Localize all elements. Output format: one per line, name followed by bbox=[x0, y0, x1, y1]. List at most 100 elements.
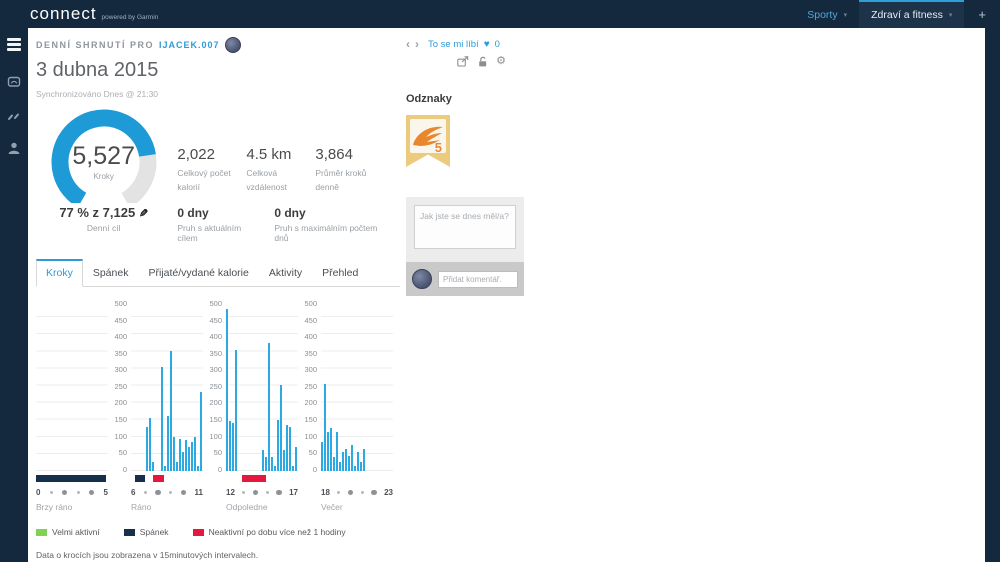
chart-panel-2: 500 450 400 350 300 250 200 150 100 50 0 12 17 Odpole… bbox=[207, 300, 298, 512]
hour-start-label: 0 bbox=[36, 488, 41, 498]
profile-icon bbox=[8, 142, 20, 154]
comment-input[interactable] bbox=[438, 270, 518, 288]
y-tick-label: 400 bbox=[304, 332, 317, 342]
hour-dot bbox=[143, 491, 147, 495]
bar bbox=[363, 449, 365, 472]
hour-axis: 6 11 bbox=[131, 488, 203, 497]
bar bbox=[164, 466, 166, 472]
steps-chart: 0 5 Brzy ráno 500 450 400 350 300 250 200 150 100 50… bbox=[36, 300, 400, 512]
stat-label: Celková vzdálenost bbox=[246, 168, 288, 192]
goal-progress: 77 % z 7,125 ✎ bbox=[36, 205, 171, 220]
share-button[interactable] bbox=[457, 56, 469, 67]
y-tick-label: 50 bbox=[213, 448, 222, 458]
tab-3[interactable]: Aktivity bbox=[268, 267, 303, 280]
bar bbox=[295, 447, 297, 472]
chart-panel-0: 0 5 Brzy ráno bbox=[36, 300, 108, 512]
hour-dot bbox=[276, 489, 282, 496]
bar bbox=[286, 425, 288, 472]
y-tick-label: 100 bbox=[209, 431, 222, 441]
bar bbox=[277, 420, 279, 472]
comment-box bbox=[406, 262, 524, 296]
y-tick-label: 450 bbox=[209, 315, 222, 325]
hour-start-label: 6 bbox=[131, 488, 136, 498]
devices-icon bbox=[7, 76, 21, 87]
devices-button[interactable] bbox=[7, 75, 21, 93]
bar bbox=[173, 437, 175, 472]
tab-2[interactable]: Přijaté/vydané kalorie bbox=[148, 267, 249, 280]
sleep-band bbox=[36, 475, 106, 483]
y-tick-label: 50 bbox=[308, 448, 317, 458]
hour-dot bbox=[180, 489, 187, 496]
status-input[interactable] bbox=[414, 205, 516, 249]
hour-end-label: 11 bbox=[194, 488, 203, 498]
add-tab-button[interactable]: + bbox=[964, 0, 1000, 28]
tab-4[interactable]: Přehled bbox=[322, 267, 359, 280]
hour-end-label: 17 bbox=[289, 488, 298, 498]
y-tick-label: 150 bbox=[209, 415, 222, 425]
y-tick-label: 50 bbox=[118, 448, 127, 458]
bar bbox=[348, 456, 350, 472]
hour-start-label: 18 bbox=[321, 488, 330, 498]
bar bbox=[324, 384, 326, 472]
nav-tab-label: Zdraví a fitness bbox=[871, 9, 943, 21]
connections-button[interactable] bbox=[7, 109, 21, 127]
panel-caption: Večer bbox=[321, 502, 343, 513]
logo-text: connect bbox=[30, 4, 97, 23]
nav-tab-1[interactable]: Zdraví a fitness ▾ bbox=[859, 0, 965, 28]
bar bbox=[182, 452, 184, 472]
bar bbox=[149, 418, 151, 472]
like-button[interactable]: To se mi líbí bbox=[428, 38, 479, 50]
privacy-button[interactable] bbox=[477, 56, 488, 67]
comment-avatar bbox=[412, 269, 432, 289]
username-link[interactable]: IJACEK.007 bbox=[159, 40, 220, 50]
settings-button[interactable]: ⚙ bbox=[496, 56, 506, 67]
y-tick-label: 500 bbox=[209, 299, 222, 309]
bar bbox=[327, 432, 329, 472]
plus-icon: + bbox=[978, 6, 986, 22]
bar bbox=[179, 439, 181, 472]
bar bbox=[176, 462, 178, 472]
hour-dot bbox=[252, 489, 259, 496]
y-axis-labels: 500 450 400 350 300 250 200 150 100 50 0 bbox=[112, 300, 127, 473]
prev-day-button[interactable]: ‹ bbox=[406, 37, 410, 51]
chart-legend: Velmi aktivní Spánek Neaktivní po dobu víc… bbox=[36, 527, 400, 537]
y-tick-label: 0 bbox=[312, 464, 317, 474]
logo-subtext: powered by Garmin bbox=[101, 14, 159, 21]
heart-icon[interactable]: ♥ bbox=[483, 38, 490, 50]
bar bbox=[289, 427, 291, 472]
bar bbox=[336, 432, 338, 472]
chevron-down-icon: ▾ bbox=[948, 12, 953, 19]
y-tick-label: 200 bbox=[209, 398, 222, 408]
bar bbox=[268, 343, 270, 472]
panel-plot bbox=[131, 300, 203, 472]
edit-goal-icon[interactable]: ✎ bbox=[138, 208, 149, 220]
share-icon bbox=[457, 56, 469, 67]
tab-1[interactable]: Spánek bbox=[92, 267, 129, 280]
hour-dot bbox=[360, 491, 364, 495]
y-tick-label: 200 bbox=[114, 398, 127, 408]
profile-button[interactable] bbox=[7, 141, 21, 160]
badge-ribbon[interactable]: 5 bbox=[406, 115, 450, 167]
bar bbox=[146, 427, 148, 472]
tab-0[interactable]: Kroky bbox=[36, 259, 83, 288]
bar bbox=[271, 457, 273, 472]
y-tick-label: 250 bbox=[209, 381, 222, 391]
panel-body: 0 5 Brzy ráno bbox=[36, 300, 108, 512]
menu-button[interactable] bbox=[7, 38, 21, 51]
y-tick-label: 100 bbox=[114, 431, 127, 441]
bar bbox=[333, 457, 335, 472]
activity-bands bbox=[36, 475, 108, 483]
y-tick-label: 250 bbox=[304, 381, 317, 391]
y-tick-label: 300 bbox=[209, 365, 222, 375]
nav-tab-0[interactable]: Sporty ▾ bbox=[795, 0, 859, 28]
wing-icon bbox=[413, 126, 443, 146]
stat-value: 3,864 bbox=[315, 146, 353, 163]
user-avatar[interactable] bbox=[224, 37, 241, 53]
bar bbox=[360, 462, 362, 472]
bar bbox=[229, 421, 231, 472]
next-day-button[interactable]: › bbox=[415, 37, 419, 51]
bar bbox=[185, 440, 187, 472]
app-logo[interactable]: connect powered by Garmin bbox=[30, 0, 158, 28]
panel-caption: Ráno bbox=[131, 502, 152, 513]
